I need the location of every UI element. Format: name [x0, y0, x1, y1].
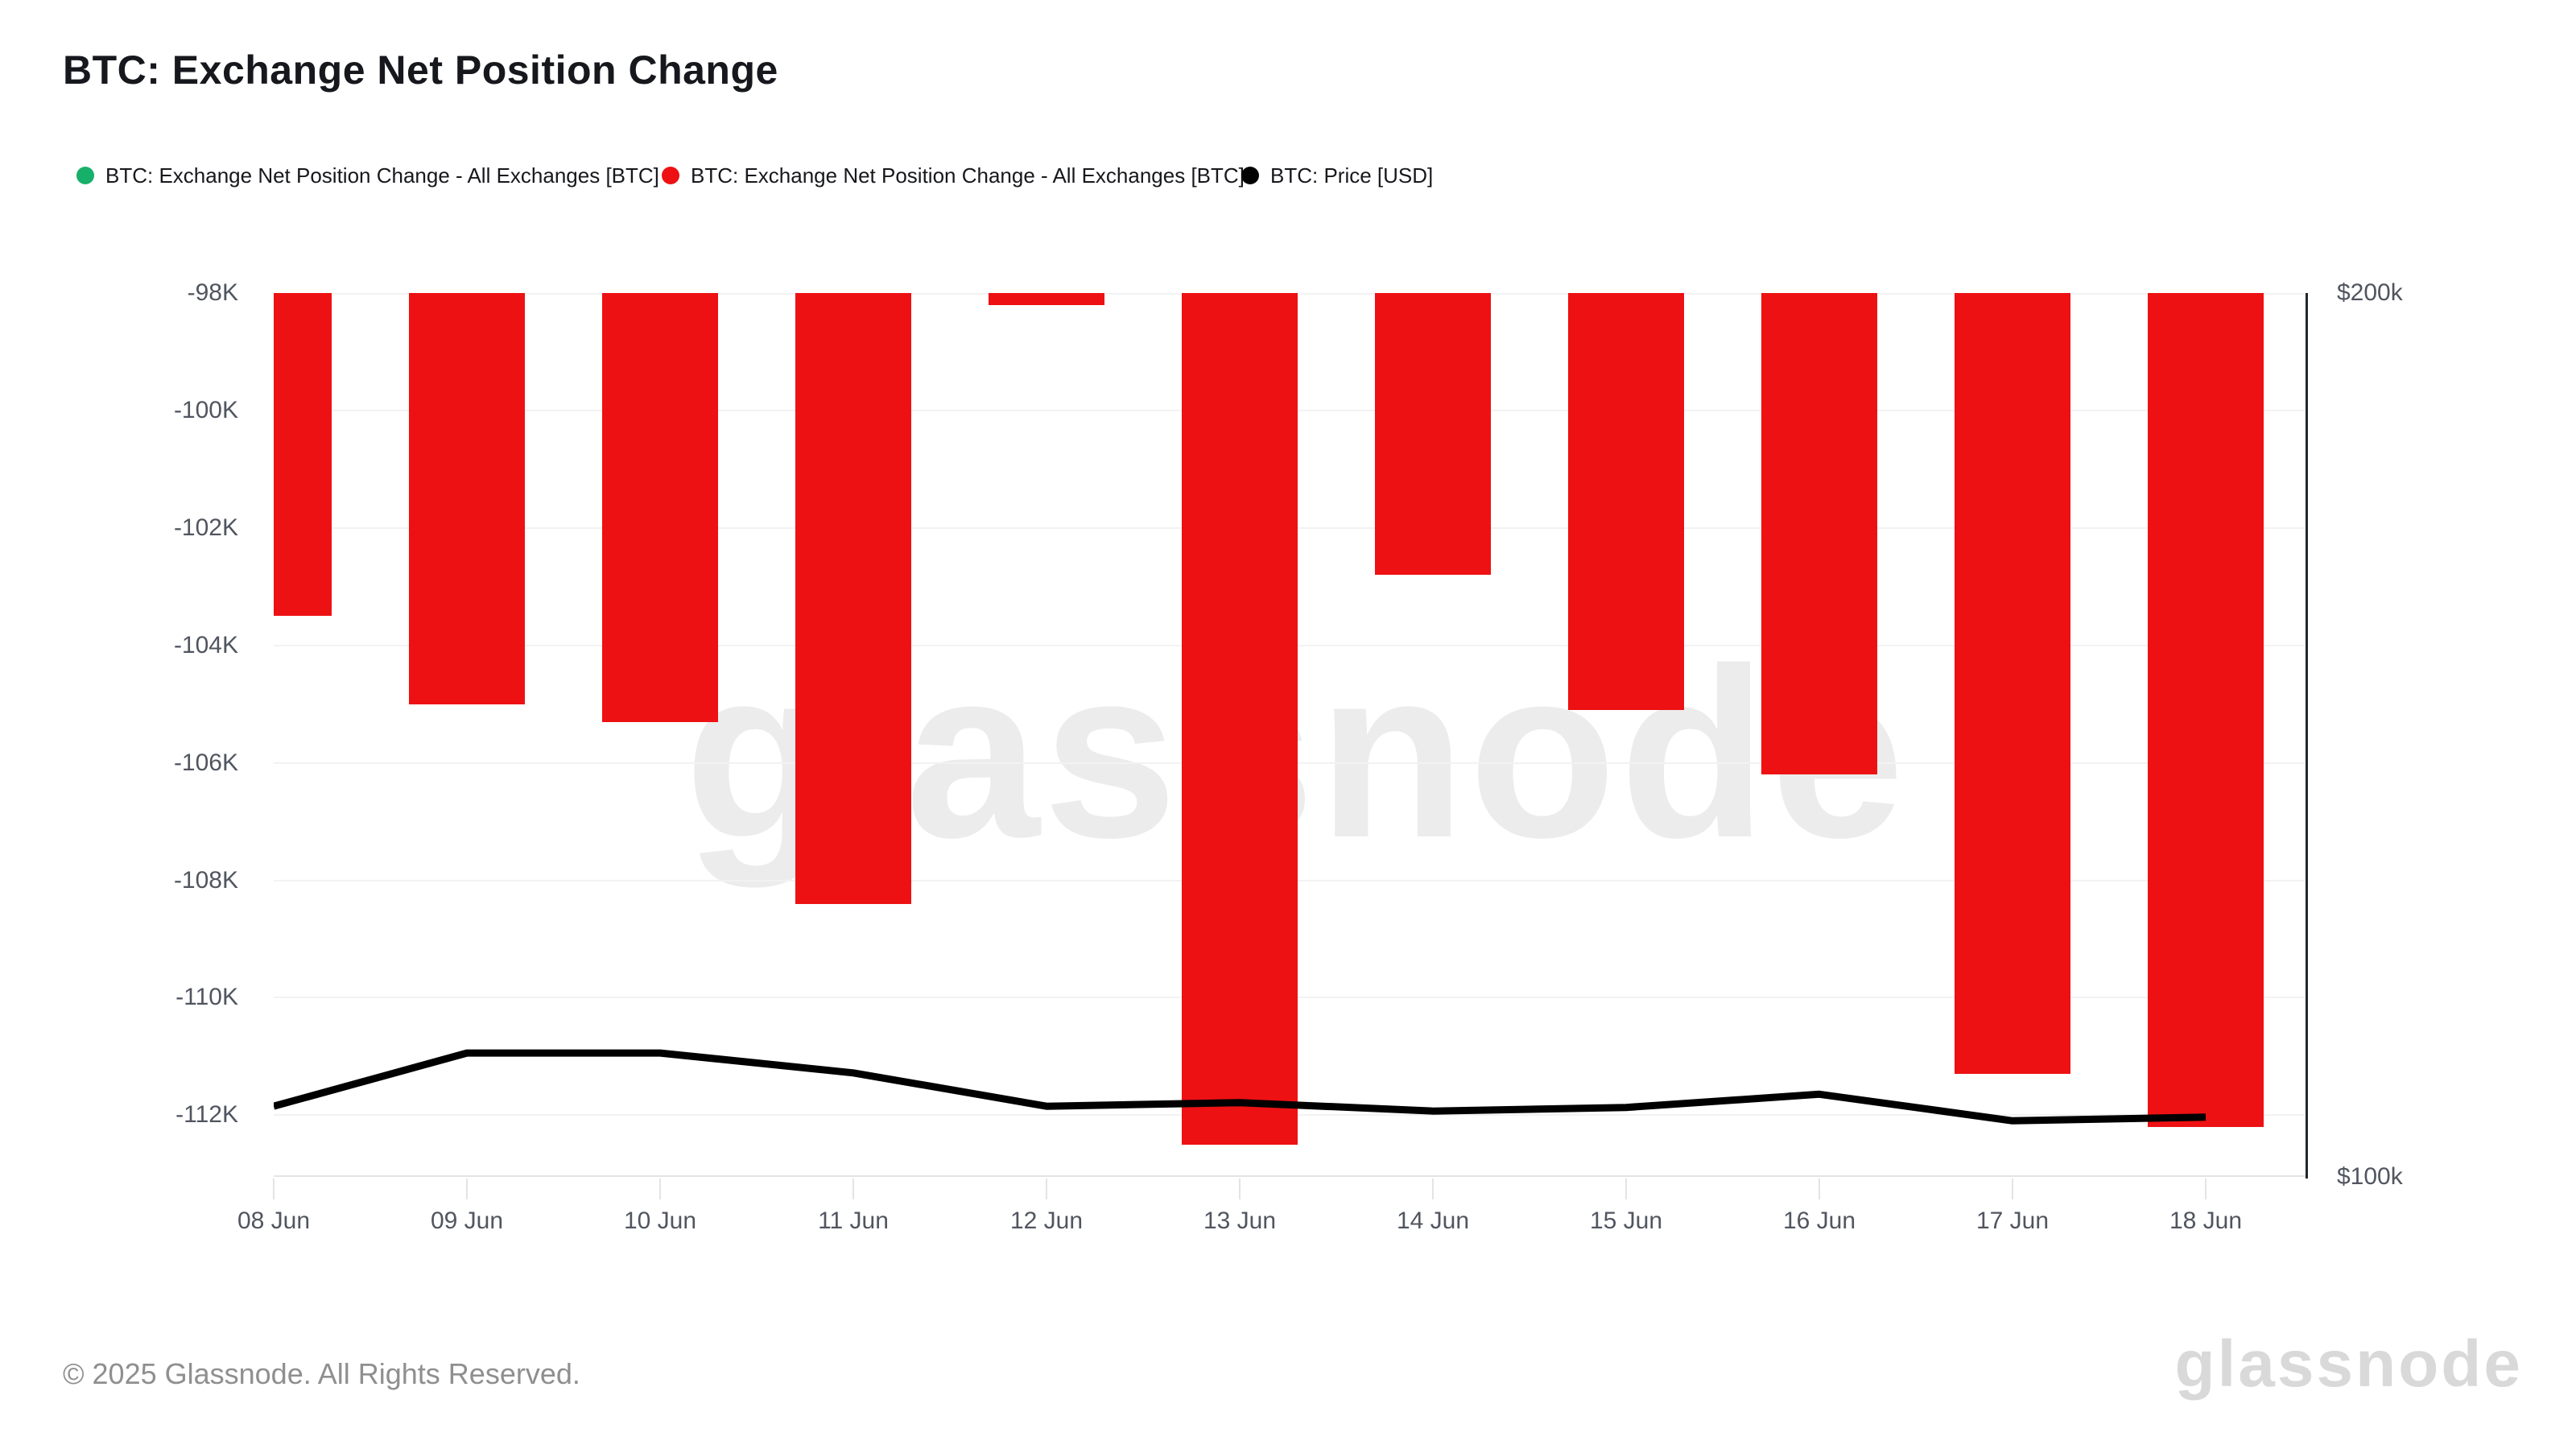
x-axis-tick: [2205, 1179, 2207, 1199]
x-axis-tick-label: 14 Jun: [1396, 1208, 1470, 1234]
x-axis-tick-label: 15 Jun: [1589, 1208, 1663, 1234]
right-axis: $200k $100k: [2337, 279, 2546, 1190]
black-dot-icon: [1241, 167, 1259, 184]
bar-10-jun[interactable]: [602, 293, 718, 722]
x-axis-tick: [2012, 1179, 2013, 1199]
legend-item-label: BTC: Exchange Net Position Change - All …: [105, 163, 659, 188]
plot-area[interactable]: glassnode: [274, 293, 2306, 1177]
y-axis-tick-label: -108K: [173, 867, 238, 894]
x-axis-tick: [466, 1179, 468, 1199]
price-line: [274, 1049, 2207, 1125]
price-axis-spine: [2306, 293, 2308, 1179]
bar-16-jun[interactable]: [1761, 293, 1877, 774]
y-axis-tick-label: -104K: [173, 632, 238, 658]
price-axis-tick-label: $100k: [2337, 1163, 2403, 1190]
x-axis-tick: [1432, 1179, 1434, 1199]
x-axis-tick-label: 16 Jun: [1782, 1208, 1856, 1234]
x-axis-tick-label: 17 Jun: [1975, 1208, 2050, 1234]
x-axis-tick: [273, 1179, 275, 1199]
x-axis: 08 Jun 09 Jun 10 Jun 11 Jun 12 Jun 13 Jun 14 J…: [237, 1179, 2306, 1251]
red-dot-icon: [662, 167, 679, 184]
glassnode-logo: glassnode: [2174, 1327, 2523, 1401]
x-axis-tick: [1239, 1179, 1241, 1199]
bar-11-jun[interactable]: [795, 293, 911, 904]
y-axis-tick-label: -102K: [173, 514, 238, 541]
x-axis-tick-label: 08 Jun: [237, 1208, 311, 1234]
x-axis-tick-label: 12 Jun: [1009, 1208, 1084, 1234]
bar-13-jun[interactable]: [1182, 293, 1298, 1145]
left-axis: -98K -100K -102K -104K -106K -108K -110K -112K: [0, 279, 238, 1177]
x-axis-tick: [659, 1179, 661, 1199]
legend-item-net-position-positive[interactable]: BTC: Exchange Net Position Change - All …: [76, 161, 659, 190]
y-axis-tick-label: -110K: [175, 984, 238, 1010]
bar-17-jun[interactable]: [1955, 293, 2070, 1074]
legend-item-label: BTC: Price [USD]: [1270, 163, 1434, 188]
x-axis-tick: [1046, 1179, 1047, 1199]
y-axis-tick-label: -98K: [187, 279, 238, 306]
chart-title: BTC: Exchange Net Position Change: [63, 47, 778, 93]
x-axis-tick-label: 11 Jun: [818, 1208, 889, 1234]
x-axis-tick: [852, 1179, 854, 1199]
copyright-text: © 2025 Glassnode. All Rights Reserved.: [63, 1357, 580, 1390]
bar-15-jun[interactable]: [1568, 293, 1684, 710]
bar-08-jun[interactable]: [274, 293, 332, 616]
x-axis-tick-label: 13 Jun: [1203, 1208, 1277, 1234]
green-dot-icon: [76, 167, 94, 184]
x-axis-tick-label: 10 Jun: [623, 1208, 697, 1234]
y-axis-tick-label: -106K: [173, 749, 238, 776]
x-axis-tick: [1625, 1179, 1627, 1199]
x-axis-tick: [1818, 1179, 1820, 1199]
x-axis-tick-label: 09 Jun: [430, 1208, 504, 1234]
y-axis-tick-label: -112K: [175, 1101, 238, 1128]
legend-item-price[interactable]: BTC: Price [USD]: [1241, 161, 1433, 190]
y-axis-tick-label: -100K: [173, 397, 238, 423]
bar-09-jun[interactable]: [409, 293, 525, 704]
legend-item-label: BTC: Exchange Net Position Change - All …: [691, 163, 1245, 188]
legend-item-net-position-negative[interactable]: BTC: Exchange Net Position Change - All …: [662, 161, 1245, 190]
price-axis-tick-label: $200k: [2337, 279, 2403, 306]
bar-18-jun[interactable]: [2148, 293, 2264, 1127]
x-axis-tick-label: 18 Jun: [2169, 1208, 2243, 1234]
bar-12-jun[interactable]: [989, 293, 1104, 305]
bar-14-jun[interactable]: [1375, 293, 1491, 575]
